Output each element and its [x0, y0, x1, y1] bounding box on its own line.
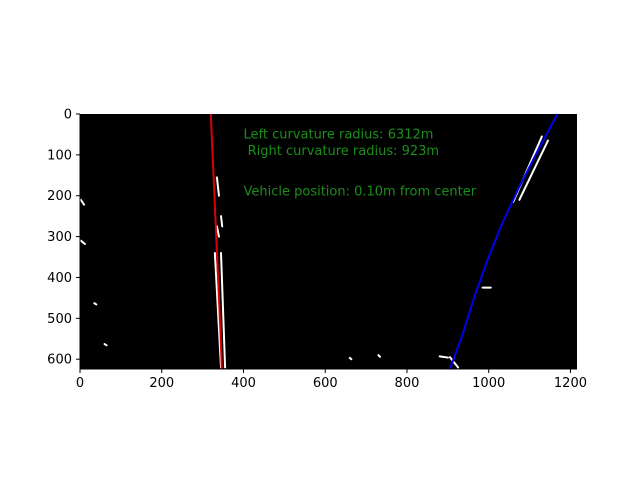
left-lane-fit-line [209, 113, 223, 370]
y-tick-label: 500 [47, 312, 72, 327]
lane-pixel-segment [79, 239, 86, 245]
lane-pixel-segment [215, 225, 220, 238]
lane-pixel-segment [79, 198, 86, 206]
fit-lines [209, 113, 559, 370]
annotation-text: Left curvature radius: 6312m [243, 128, 433, 143]
axes [79, 114, 577, 370]
x-tick-label: 1200 [554, 376, 587, 391]
lane-pixel-segment [348, 356, 353, 361]
x-tick-label: 600 [313, 376, 338, 391]
lane-pixel-segment [220, 251, 227, 369]
lane-pixel-segment [438, 355, 449, 359]
y-tick-label: 0 [64, 108, 72, 123]
y-tick-label: 200 [47, 189, 72, 204]
lane-pixel-segment [448, 356, 460, 369]
lane-pixel-segment [518, 139, 549, 201]
x-tick-label: 1000 [472, 376, 505, 391]
x-tick-label: 800 [395, 376, 420, 391]
x-tick-label: 200 [149, 376, 174, 391]
lane-pixel-segment [215, 176, 220, 197]
right-lane-fit-line [448, 113, 559, 370]
lane-pixel-segment [213, 251, 223, 369]
annotations: Left curvature radius: 6312m Right curva… [243, 128, 476, 200]
x-ticks: 0 200 400 600 800 1000 1200 [76, 369, 587, 391]
lane-pixel-segment [220, 215, 224, 228]
lane-pixel-segment [103, 343, 108, 347]
y-tick-label: 100 [47, 148, 72, 163]
y-tick-label: 300 [47, 230, 72, 245]
y-tick-label: 400 [47, 271, 72, 286]
x-tick-label: 0 [76, 376, 84, 391]
x-tick-label: 400 [231, 376, 256, 391]
lane-pixel-segment [377, 354, 381, 358]
lane-pixel-segment [93, 302, 98, 306]
y-ticks: 0 100 200 300 400 500 600 [47, 108, 80, 368]
annotation-text: Right curvature radius: 923m [243, 144, 439, 159]
annotation-text: Vehicle position: 0.10m from center [243, 185, 476, 200]
y-tick-label: 600 [47, 353, 72, 368]
